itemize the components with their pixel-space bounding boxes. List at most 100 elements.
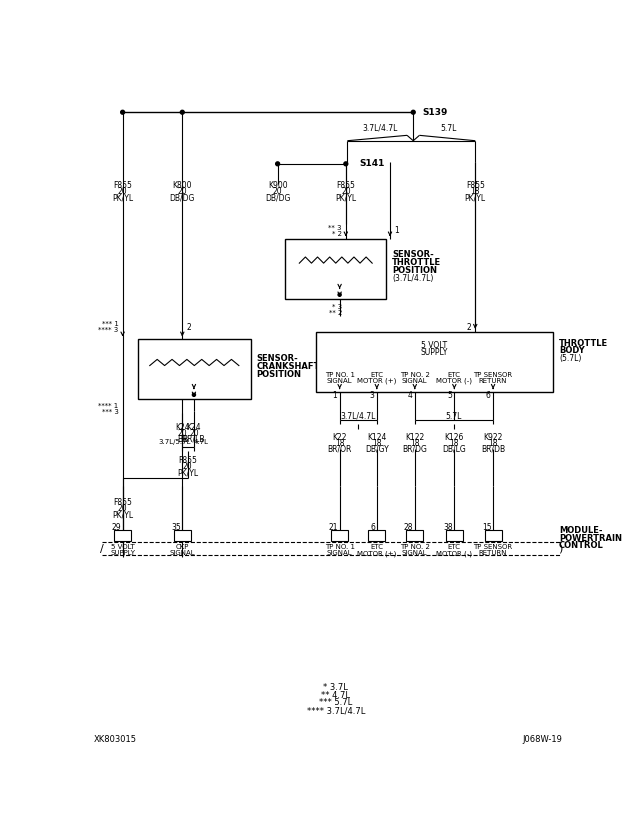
Text: ETC: ETC: [371, 545, 383, 550]
Text: POWERTRAIN: POWERTRAIN: [559, 534, 622, 543]
Bar: [406, 530, 423, 541]
Text: 1: 1: [333, 391, 337, 400]
Text: 5.7L: 5.7L: [445, 412, 461, 421]
Text: * 2: * 2: [332, 231, 342, 237]
Text: F855: F855: [113, 498, 132, 507]
Text: SIGNAL: SIGNAL: [402, 378, 428, 384]
Text: C2: C2: [488, 531, 499, 540]
Text: SUPPLY: SUPPLY: [420, 348, 448, 357]
Text: 6: 6: [486, 391, 491, 400]
Text: 3: 3: [370, 391, 374, 400]
Text: K122: K122: [405, 433, 424, 441]
Text: 5: 5: [447, 391, 452, 400]
Text: 20: 20: [183, 462, 193, 471]
Text: 18: 18: [488, 439, 498, 448]
Text: 2: 2: [467, 322, 472, 331]
Text: 20: 20: [189, 429, 199, 438]
Text: *** 5.7L: *** 5.7L: [319, 698, 353, 707]
Text: C2: C2: [449, 531, 460, 540]
Text: **** 3: **** 3: [99, 327, 119, 333]
Text: BODY: BODY: [559, 347, 585, 356]
Text: TP NO. 1: TP NO. 1: [324, 372, 355, 378]
Text: BR/DG: BR/DG: [403, 445, 428, 454]
Text: SENSOR-: SENSOR-: [392, 250, 434, 259]
Text: PK/YL: PK/YL: [465, 193, 486, 202]
Text: 3.7L/4.7L: 3.7L/4.7L: [340, 412, 376, 421]
Circle shape: [276, 162, 280, 166]
Text: BR: BR: [177, 435, 188, 444]
Text: 5.7L: 5.7L: [441, 124, 457, 133]
Text: THROTTLE: THROTTLE: [559, 339, 608, 347]
Text: 20: 20: [273, 187, 282, 196]
Text: S141: S141: [360, 159, 385, 169]
Text: PK/YL: PK/YL: [112, 193, 133, 202]
Text: 3.7L/5.7L: 3.7L/5.7L: [158, 439, 191, 445]
Text: F855: F855: [337, 181, 355, 190]
Text: J068W-19: J068W-19: [522, 735, 562, 744]
Text: ** 2: ** 2: [328, 310, 342, 316]
Text: SUPPLY: SUPPLY: [110, 550, 135, 556]
Bar: [138, 340, 250, 399]
Text: BR/LB: BR/LB: [182, 435, 205, 444]
Text: RETURN: RETURN: [479, 378, 508, 384]
Text: F855: F855: [466, 181, 484, 190]
Text: ETC: ETC: [448, 372, 461, 378]
Text: PK/YL: PK/YL: [177, 468, 198, 477]
Text: SIGNAL: SIGNAL: [327, 550, 353, 556]
Text: 21: 21: [328, 523, 338, 532]
Text: 28: 28: [404, 523, 413, 532]
Text: RETURN: RETURN: [479, 550, 508, 556]
Circle shape: [344, 162, 348, 166]
Text: **** 1: **** 1: [99, 403, 119, 409]
Text: C2: C2: [177, 531, 188, 540]
Text: SENSOR-: SENSOR-: [257, 354, 298, 363]
Text: SIGNAL: SIGNAL: [402, 550, 428, 556]
Text: F855: F855: [113, 181, 132, 190]
Text: POSITION: POSITION: [392, 266, 437, 274]
Circle shape: [412, 110, 415, 114]
Text: ETC: ETC: [448, 545, 461, 550]
Text: MODULE-: MODULE-: [559, 526, 602, 534]
Text: TP SENSOR: TP SENSOR: [474, 372, 513, 378]
Text: BR/DB: BR/DB: [481, 445, 505, 454]
Text: K800: K800: [173, 181, 192, 190]
Text: K124: K124: [367, 433, 387, 441]
Text: K900: K900: [268, 181, 287, 190]
Text: 15: 15: [482, 523, 492, 532]
Text: 1: 1: [394, 226, 399, 235]
Text: C2: C2: [371, 531, 382, 540]
Text: * 3.7L: * 3.7L: [323, 683, 348, 692]
Text: F855: F855: [179, 456, 197, 465]
Text: 20: 20: [177, 187, 187, 196]
Text: K126: K126: [445, 433, 464, 441]
Text: *** 1: *** 1: [102, 321, 119, 327]
Text: SIGNAL: SIGNAL: [327, 378, 353, 384]
Text: MOTOR (+): MOTOR (+): [357, 378, 397, 384]
Text: DB/LG: DB/LG: [442, 445, 466, 454]
Bar: [114, 530, 131, 541]
Text: 18: 18: [335, 439, 344, 448]
Text: 5 VOLT: 5 VOLT: [421, 341, 447, 350]
Text: BR/OR: BR/OR: [328, 445, 352, 454]
Text: C2: C2: [334, 531, 345, 540]
Text: 2: 2: [186, 322, 191, 331]
Text: 4: 4: [408, 391, 412, 400]
Text: 5 VOLT: 5 VOLT: [111, 545, 134, 550]
Circle shape: [338, 293, 341, 296]
Text: TP NO. 2: TP NO. 2: [400, 545, 429, 550]
Text: *** 3: *** 3: [102, 409, 119, 414]
Text: 18: 18: [470, 187, 480, 196]
Text: 6: 6: [371, 523, 375, 532]
Text: (3.7L/4.7L): (3.7L/4.7L): [392, 274, 434, 283]
Text: CRANKSHAFT: CRANKSHAFT: [257, 362, 320, 371]
Circle shape: [193, 393, 195, 396]
Text: CONTROL: CONTROL: [559, 541, 604, 550]
Text: 18: 18: [372, 439, 381, 448]
Text: PK/YL: PK/YL: [335, 193, 356, 202]
Bar: [316, 331, 553, 392]
Text: TP SENSOR: TP SENSOR: [474, 545, 513, 550]
Text: TP NO. 2: TP NO. 2: [400, 372, 429, 378]
Text: /: /: [100, 544, 104, 554]
Text: 20: 20: [341, 187, 351, 196]
Text: 3.7L/4.7L: 3.7L/4.7L: [362, 124, 397, 133]
